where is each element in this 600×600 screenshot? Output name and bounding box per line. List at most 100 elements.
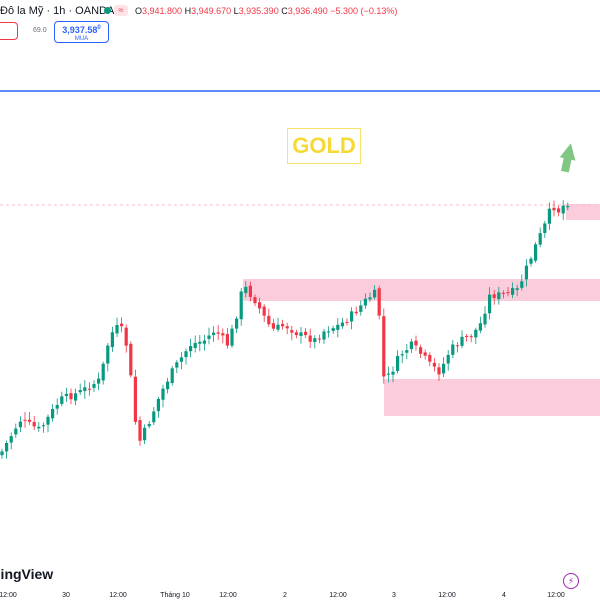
candle-body (405, 350, 409, 353)
legend-bar: Đô la Mỹ · 1h · OANDA ≈ O3,941.800 H3,94… (0, 0, 600, 48)
candle-body (409, 341, 413, 350)
candle-body (170, 368, 174, 384)
bolt-icon[interactable]: ⚡ (563, 573, 579, 589)
candle-body (120, 323, 124, 327)
time-axis-label: 30 (62, 592, 70, 599)
candle-body (46, 416, 50, 425)
candle-body (483, 313, 487, 325)
candle-body (78, 389, 82, 393)
candle-body (400, 354, 404, 356)
supply-zone-middle[interactable] (243, 279, 600, 301)
candle-body (285, 326, 289, 329)
buy-price-wrap: 3,937.580 (55, 23, 108, 35)
candle-body (382, 316, 386, 377)
candle-body (543, 223, 547, 233)
candle-body (207, 335, 211, 339)
candle-body (290, 330, 294, 333)
candle-body (0, 451, 4, 456)
candle-body (239, 291, 243, 320)
candle-body (276, 324, 280, 330)
candle-body (419, 347, 423, 354)
candle-body (193, 342, 197, 348)
candle-body (156, 398, 160, 412)
symbol-title[interactable]: Đô la Mỹ · 1h · OANDA (0, 5, 115, 17)
time-axis-label: Tháng 10 (160, 592, 190, 599)
candle-body (308, 335, 312, 342)
buy-button[interactable]: 3,937.580 MUA (54, 21, 109, 43)
candle-body (14, 428, 18, 435)
candle-body (552, 207, 556, 211)
candle-body (488, 294, 492, 314)
candle-body (317, 338, 321, 340)
buy-price-pip: 0 (97, 25, 101, 31)
change-value: −5.300 (−0.13%) (330, 6, 398, 16)
candle-body (340, 322, 344, 327)
candle-body (515, 288, 519, 290)
candle-body (345, 321, 349, 323)
time-axis[interactable]: 12:00 30 12:00 Tháng 10 12:00 2 12:00 3 12:00 4 12… (0, 588, 600, 600)
ohlc-values: O3,941.800 H3,949.670 L3,935.390 C3,936.… (135, 6, 398, 16)
candle-body (92, 384, 96, 388)
candle-body (561, 205, 565, 214)
candle-body (368, 297, 372, 300)
low-value: 3,935.390 (238, 6, 279, 16)
up-arrow-icon[interactable] (557, 142, 579, 174)
candle-body (474, 329, 478, 338)
candle-body (262, 306, 266, 316)
high-value: 3,949.670 (191, 6, 232, 16)
candle-body (281, 323, 285, 327)
candle-body (432, 362, 436, 367)
candle-body (129, 343, 133, 376)
candle-body (423, 352, 427, 356)
candle-body (87, 388, 91, 390)
candle-body (520, 281, 524, 288)
demand-zone-lower[interactable] (384, 379, 600, 416)
candle-body (152, 411, 156, 423)
candle-body (359, 305, 363, 312)
candle-body (557, 208, 561, 213)
candle-body (143, 427, 147, 441)
candle-body (373, 289, 377, 298)
candle-body (101, 363, 105, 381)
candle-body (465, 335, 469, 337)
candle-body (5, 442, 9, 452)
candle-body (396, 355, 400, 372)
candle-body (377, 288, 381, 316)
candle-body (110, 332, 114, 348)
candle-body (455, 345, 459, 347)
candle-body (175, 362, 179, 368)
candle-body (115, 325, 119, 334)
candle-body (506, 292, 510, 294)
candle-body (451, 344, 455, 355)
candle-body (147, 423, 151, 427)
close-value: 3,936.490 (287, 6, 328, 16)
candle-body (354, 311, 358, 314)
sell-button[interactable] (0, 22, 18, 40)
candle-body (184, 351, 188, 358)
candle-body (446, 354, 450, 364)
candle-body (235, 318, 239, 329)
candle-body (331, 328, 335, 331)
candle-body (437, 367, 441, 375)
candle-body (460, 336, 464, 346)
candle-body (322, 331, 326, 340)
candle-body (363, 298, 367, 306)
candle-body (566, 205, 570, 208)
time-axis-label: 2 (283, 592, 287, 599)
market-open-dot (104, 7, 111, 14)
gold-text-annotation[interactable]: GOLD (287, 128, 361, 164)
candle-body (534, 244, 538, 261)
candle-body (271, 323, 275, 329)
candle-body (524, 265, 528, 280)
candle-body (248, 285, 252, 297)
candle-body (212, 332, 216, 336)
zone-upper-right[interactable] (566, 204, 600, 220)
candle-body (225, 334, 229, 346)
candle-body (386, 373, 390, 375)
approx-icon[interactable]: ≈ (114, 5, 128, 16)
candle-body (267, 315, 271, 325)
candle-body (83, 387, 87, 392)
candle-body (69, 393, 73, 400)
candle-body (124, 327, 128, 346)
